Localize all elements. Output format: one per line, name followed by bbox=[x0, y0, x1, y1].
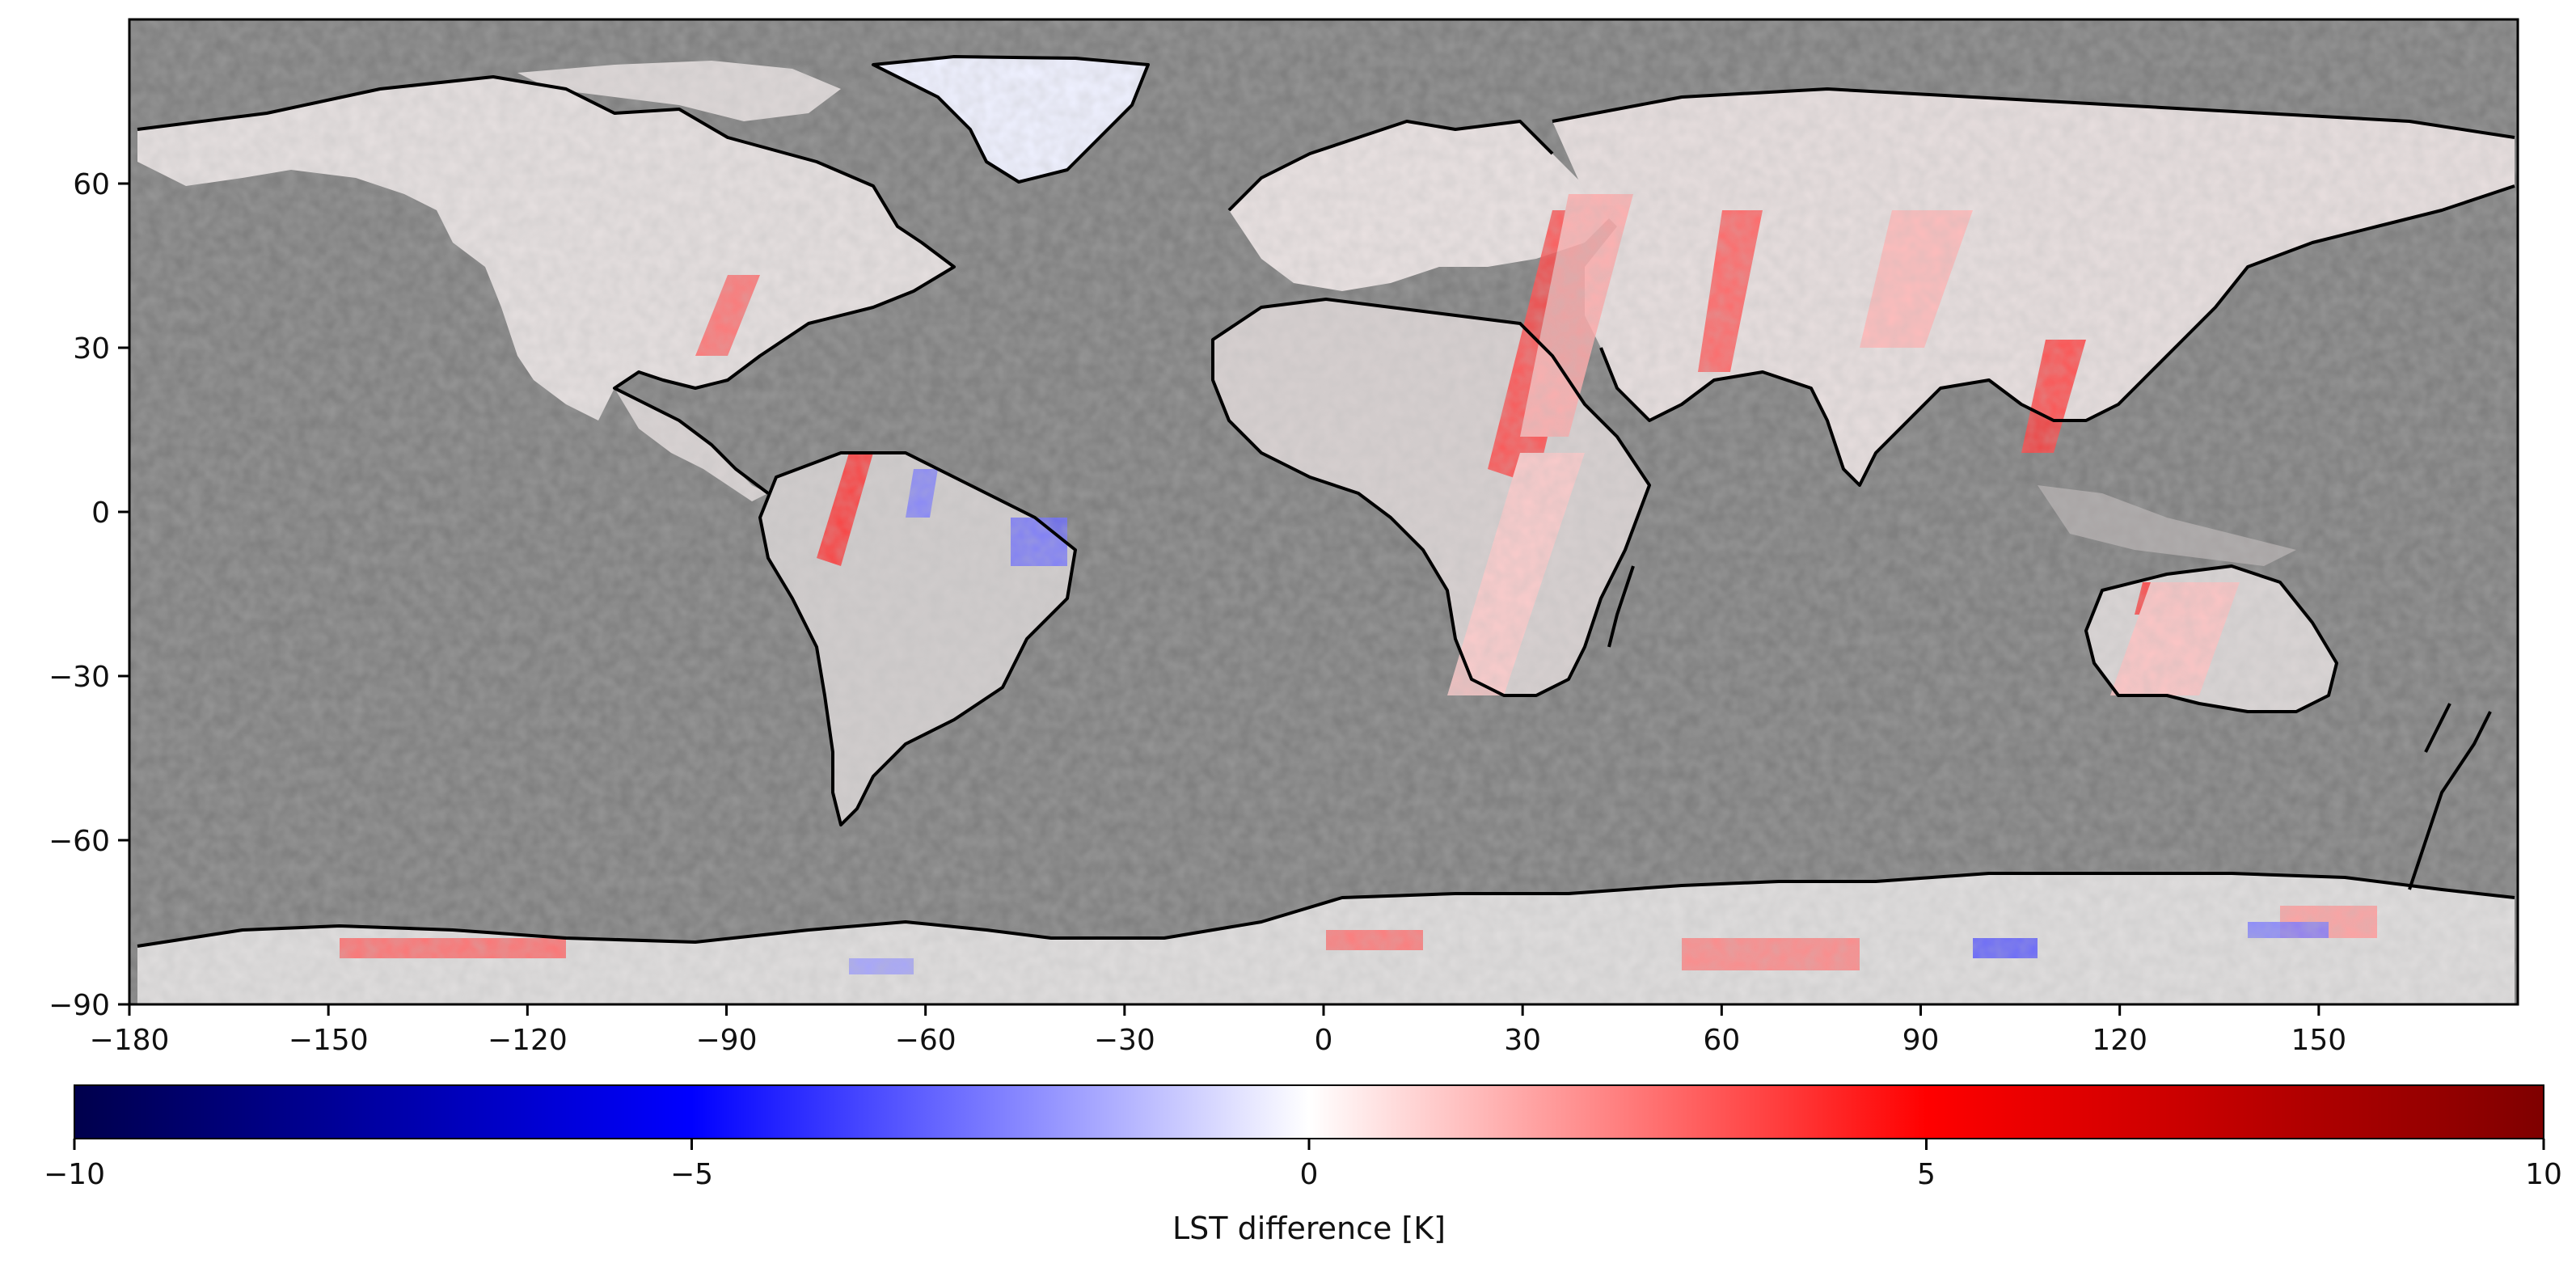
x-tick-label: 120 bbox=[2092, 1024, 2147, 1057]
longitude-axis: −180 −150 −120 −90 −60 −30 0 30 60 90 120 150 bbox=[90, 1004, 2346, 1057]
colorbar-label: LST difference [K] bbox=[1172, 1211, 1446, 1246]
x-tick-label: 150 bbox=[2291, 1024, 2346, 1057]
x-tick-label: −150 bbox=[289, 1024, 369, 1057]
y-tick-label: 30 bbox=[73, 332, 110, 366]
colorbar-tick-label: 10 bbox=[2525, 1158, 2562, 1191]
x-tick-label: −90 bbox=[696, 1024, 758, 1057]
x-tick-label: 0 bbox=[1315, 1024, 1333, 1057]
y-tick-label: 60 bbox=[73, 168, 110, 201]
map-panel: −180 −150 −120 −90 −60 −30 0 30 60 90 120 150 60 30 0… bbox=[49, 18, 2519, 1057]
latitude-axis: 60 30 0 −30 −60 −90 bbox=[49, 168, 129, 1022]
x-tick-label: 60 bbox=[1703, 1024, 1740, 1057]
x-tick-label: 90 bbox=[1902, 1024, 1940, 1057]
colorbar-tick-label: 5 bbox=[1917, 1158, 1936, 1191]
x-tick-label: −180 bbox=[90, 1024, 170, 1057]
x-tick-label: 30 bbox=[1504, 1024, 1541, 1057]
colorbar: −10 −5 0 5 10 LST difference [K] bbox=[44, 1084, 2562, 1246]
x-tick-label: −30 bbox=[1094, 1024, 1155, 1057]
x-tick-label: −60 bbox=[895, 1024, 956, 1057]
x-tick-label: −120 bbox=[488, 1024, 568, 1057]
land-data-layer bbox=[129, 19, 2518, 1004]
colorbar-tick-label: −5 bbox=[670, 1158, 713, 1191]
y-tick-label: −30 bbox=[49, 661, 110, 694]
colorbar-gradient bbox=[74, 1084, 2544, 1139]
colorbar-tick-label: −10 bbox=[44, 1158, 105, 1191]
y-tick-label: 0 bbox=[91, 497, 110, 530]
coastlines bbox=[137, 55, 2515, 948]
y-tick-label: −60 bbox=[49, 825, 110, 858]
colorbar-ticks: −10 −5 0 5 10 bbox=[44, 1139, 2562, 1191]
y-tick-label: −90 bbox=[49, 989, 110, 1022]
colorbar-tick-label: 0 bbox=[1300, 1158, 1319, 1191]
